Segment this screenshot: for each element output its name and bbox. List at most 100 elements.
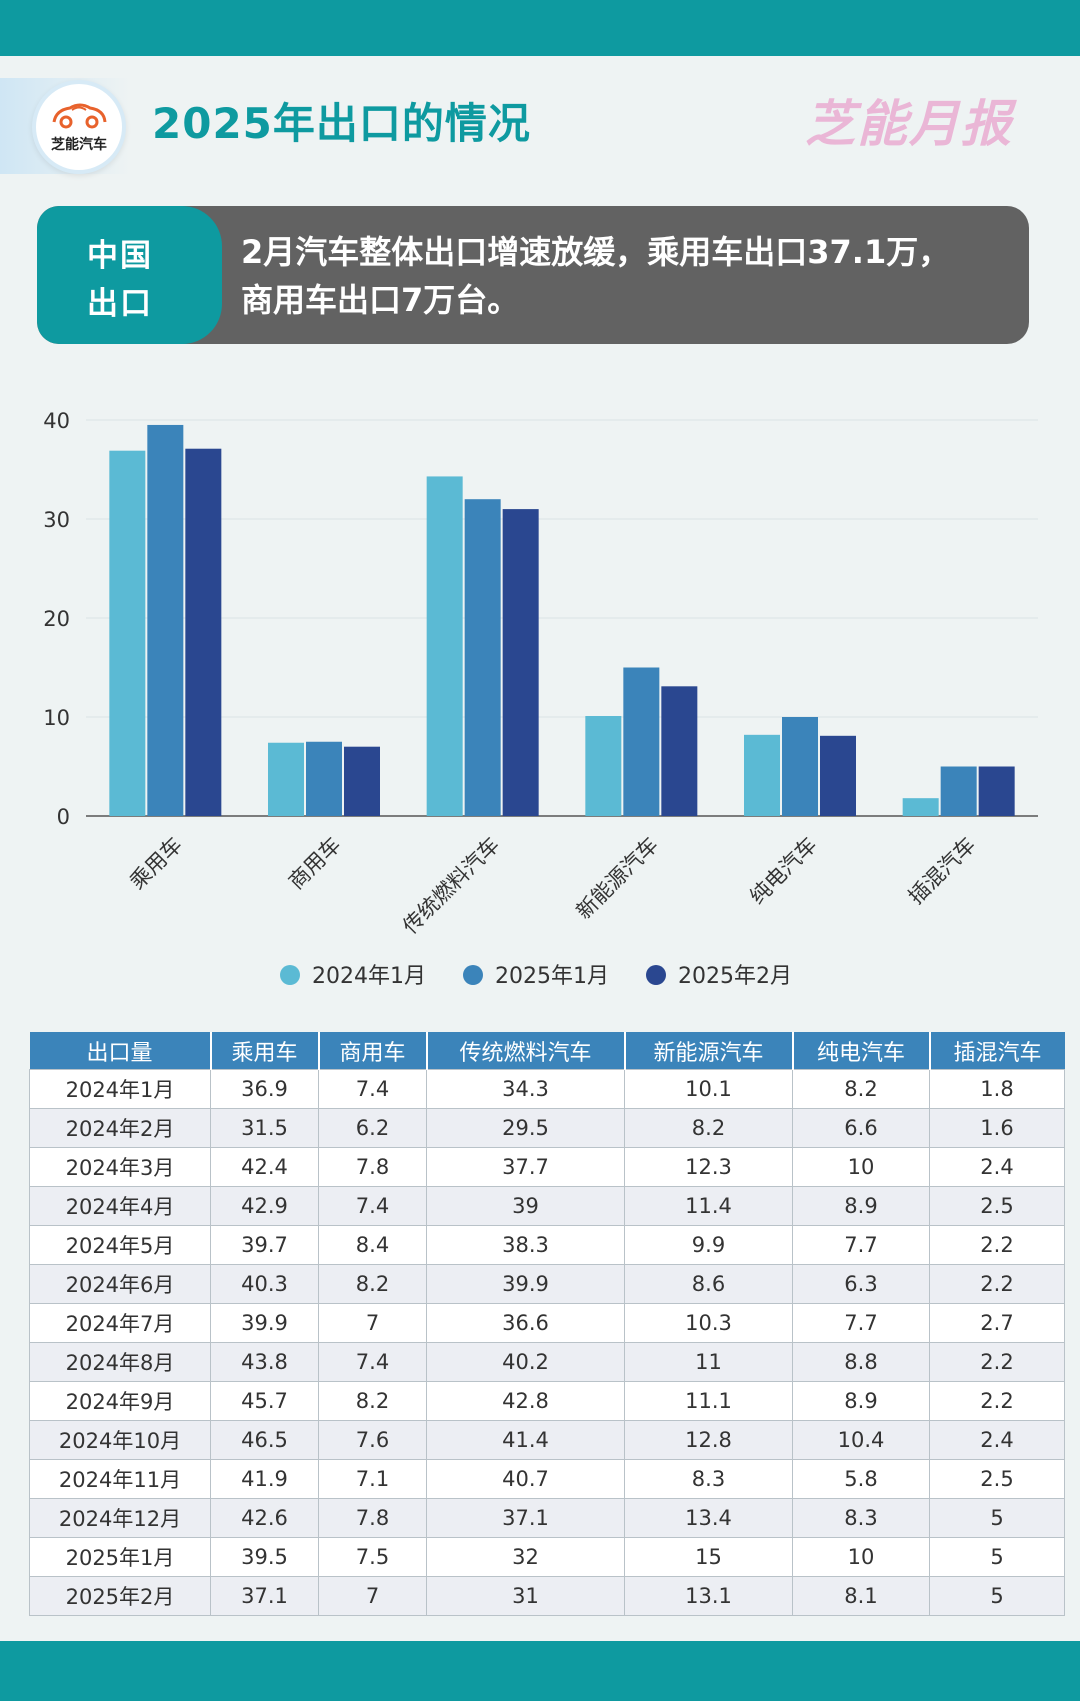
bar-1	[744, 734, 780, 816]
legend-label: 2025年1月	[495, 964, 609, 989]
bottom-bar	[0, 1641, 1080, 1701]
bar-3	[820, 735, 856, 816]
banner-tag: 中国 出口	[37, 206, 222, 344]
table-header-cell: 传统燃料汽车	[426, 1032, 626, 1070]
banner-text: 2月汽车整体出口增速放缓，乘用车出口37.1万， 商用车出口7万台。	[241, 228, 1011, 324]
export-table: 出口量 乘用车 商用车 传统燃料汽车 新能源汽车 纯电汽车 插混汽车 2024年1月 36.9…	[29, 1032, 1065, 1616]
table-cell: 39.9	[210, 1303, 319, 1343]
table-cell: 2024年1月	[29, 1069, 211, 1109]
table-cell: 7.4	[318, 1342, 427, 1382]
table-cell: 8.8	[792, 1342, 930, 1382]
category-label: 乘用车	[125, 833, 187, 895]
table-cell: 6.6	[792, 1108, 930, 1148]
table-body: 2024年1月 36.9 7.4 34.3 10.1 8.2 1.8 2024年2月 31.5 6…	[29, 1069, 1065, 1616]
table-row: 2024年1月 36.9 7.4 34.3 10.1 8.2 1.8	[29, 1069, 1065, 1109]
table-cell: 31.5	[210, 1108, 319, 1148]
bar-2	[623, 667, 660, 816]
brand-mark: 芝能月报	[805, 95, 1013, 153]
category-label: 纯电汽车	[745, 833, 821, 909]
category-label: 插混汽车	[904, 833, 980, 909]
bar-1	[426, 476, 463, 816]
table-cell: 7.1	[318, 1459, 427, 1499]
table-cell: 8.3	[792, 1498, 930, 1538]
table-cell: 2.2	[929, 1264, 1065, 1304]
banner-text-line1: 2月汽车整体出口增速放缓，乘用车出口37.1万，	[241, 233, 951, 271]
table-row: 2024年7月 39.9 7 36.6 10.3 7.7 2.7	[29, 1303, 1065, 1343]
table-cell: 2024年10月	[29, 1420, 211, 1460]
table-cell: 2024年11月	[29, 1459, 211, 1499]
table-cell: 32	[426, 1537, 625, 1577]
category-label: 传统燃料汽车	[398, 833, 504, 939]
table-cell: 40.3	[210, 1264, 319, 1304]
bar-2	[782, 717, 818, 816]
bar-2	[306, 741, 342, 816]
table-header-row: 出口量 乘用车 商用车 传统燃料汽车 新能源汽车 纯电汽车 插混汽车	[29, 1032, 1065, 1070]
table-cell: 37.7	[426, 1147, 625, 1187]
table-cell: 12.3	[624, 1147, 793, 1187]
table-header-cell: 出口量	[29, 1032, 212, 1070]
table-cell: 5	[929, 1537, 1065, 1577]
table-cell: 13.4	[624, 1498, 793, 1538]
table-cell: 13.1	[624, 1576, 793, 1616]
table-cell: 11.1	[624, 1381, 793, 1421]
table-cell: 9.9	[624, 1225, 793, 1265]
bar-3	[185, 448, 222, 816]
table-cell: 37.1	[210, 1576, 319, 1616]
table-cell: 10.3	[624, 1303, 793, 1343]
bar-3	[661, 686, 698, 816]
table-cell: 39.9	[426, 1264, 625, 1304]
table-cell: 15	[624, 1537, 793, 1577]
logo: 芝能汽车	[32, 80, 126, 174]
table-cell: 8.9	[792, 1186, 930, 1226]
table-cell: 38.3	[426, 1225, 625, 1265]
table-cell: 41.9	[210, 1459, 319, 1499]
table-cell: 40.2	[426, 1342, 625, 1382]
top-bar	[0, 0, 1080, 56]
table-cell: 8.2	[624, 1108, 793, 1148]
table-cell: 7	[318, 1576, 427, 1616]
table-cell: 5	[929, 1576, 1065, 1616]
bar-1	[902, 798, 939, 816]
table-cell: 1.6	[929, 1108, 1065, 1148]
table-cell: 2024年2月	[29, 1108, 211, 1148]
y-tick-label: 40	[43, 409, 70, 433]
table-cell: 2.5	[929, 1459, 1065, 1499]
table-cell: 7.8	[318, 1498, 427, 1538]
table-cell: 41.4	[426, 1420, 625, 1460]
table-cell: 7.4	[318, 1069, 427, 1109]
table-cell: 6.2	[318, 1108, 427, 1148]
page-title: 2025年出口的情况	[152, 99, 531, 148]
table-cell: 7.5	[318, 1537, 427, 1577]
table-cell: 7.7	[792, 1303, 930, 1343]
bar-3	[502, 509, 539, 816]
table-cell: 36.9	[210, 1069, 319, 1109]
table-cell: 2.5	[929, 1186, 1065, 1226]
table-cell: 2024年8月	[29, 1342, 211, 1382]
table-row: 2025年2月 37.1 7 31 13.1 8.1 5	[29, 1576, 1065, 1616]
table-cell: 2024年3月	[29, 1147, 211, 1187]
table-cell: 8.2	[792, 1069, 930, 1109]
bar-2	[940, 766, 977, 816]
table-cell: 40.7	[426, 1459, 625, 1499]
table-header-cell: 新能源汽车	[624, 1032, 794, 1070]
legend-label: 2024年1月	[312, 964, 426, 989]
table-cell: 5	[929, 1498, 1065, 1538]
bar-3	[978, 766, 1015, 816]
table-row: 2024年8月 43.8 7.4 40.2 11 8.8 2.2	[29, 1342, 1065, 1382]
table-cell: 42.9	[210, 1186, 319, 1226]
table-cell: 1.8	[929, 1069, 1065, 1109]
table-cell: 42.8	[426, 1381, 625, 1421]
table-header-cell: 纯电汽车	[792, 1032, 931, 1070]
bar-1	[585, 716, 622, 816]
table-cell: 8.2	[318, 1264, 427, 1304]
summary-banner: 中国 出口 2月汽车整体出口增速放缓，乘用车出口37.1万， 商用车出口7万台。	[37, 206, 1029, 344]
table-cell: 7.8	[318, 1147, 427, 1187]
table-cell: 46.5	[210, 1420, 319, 1460]
y-tick-label: 30	[43, 508, 70, 532]
table-row: 2024年2月 31.5 6.2 29.5 8.2 6.6 1.6	[29, 1108, 1065, 1148]
table-cell: 8.1	[792, 1576, 930, 1616]
table-cell: 39.5	[210, 1537, 319, 1577]
bar-2	[464, 499, 501, 816]
table-cell: 42.4	[210, 1147, 319, 1187]
bar-2	[147, 424, 184, 816]
